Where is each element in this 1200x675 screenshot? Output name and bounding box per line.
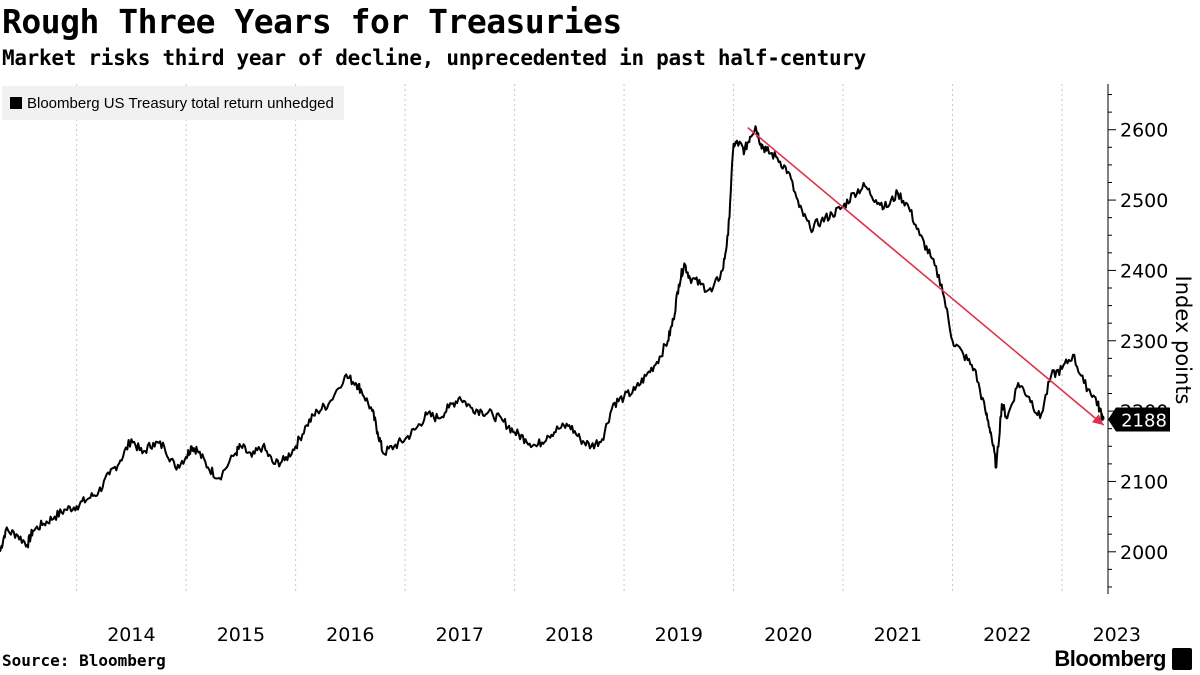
trend-arrowhead <box>1091 414 1104 426</box>
y-tick-label: 2100 <box>1120 471 1168 493</box>
brand-text: Bloomberg <box>1054 646 1166 671</box>
y-tick-label: 2600 <box>1120 120 1168 142</box>
legend: Bloomberg US Treasury total return unhed… <box>2 86 344 120</box>
x-tick-label: 2014 <box>107 624 155 646</box>
x-tick-label: 2016 <box>326 624 374 646</box>
last-value-badge <box>1108 407 1170 432</box>
series-line <box>0 125 1105 553</box>
x-tick-label: 2023 <box>1093 624 1141 646</box>
y-axis: 2000210022002300240025002600 <box>1107 84 1168 594</box>
series-lines <box>0 125 1105 553</box>
chart-subtitle: Market risks third year of decline, unpr… <box>2 46 867 70</box>
x-tick-label: 2017 <box>436 624 484 646</box>
y-tick-label: 2400 <box>1120 260 1168 282</box>
trend-arrow <box>747 127 1105 426</box>
terminal-icon <box>1172 648 1192 670</box>
legend-label: Bloomberg US Treasury total return unhed… <box>27 94 334 112</box>
y-tick-label: 2300 <box>1120 331 1168 353</box>
x-tick-label: 2019 <box>655 624 703 646</box>
x-tick-label: 2020 <box>764 624 812 646</box>
x-tick-label: 2022 <box>983 624 1031 646</box>
grid-lines <box>76 84 1063 594</box>
chart-title: Rough Three Years for Treasuries <box>2 2 622 41</box>
x-tick-label: 2015 <box>217 624 265 646</box>
brand-logo: Bloomberg <box>1054 646 1192 672</box>
last-value-text: 2188 <box>1121 411 1167 432</box>
legend-swatch <box>10 97 22 109</box>
trend-line <box>747 127 1105 426</box>
x-tick-label: 2018 <box>545 624 593 646</box>
x-axis: 2014 2015 2016 2017 2018 2019 2020 2021 2022 2023 <box>107 624 1141 646</box>
y-tick-label: 2000 <box>1120 542 1168 564</box>
y-axis-label: Index points <box>1171 276 1195 405</box>
x-tick-label: 2021 <box>874 624 922 646</box>
last-value-marker: 2188 <box>1108 407 1170 432</box>
y-tick-label: 2500 <box>1120 190 1168 212</box>
source-note: Source: Bloomberg <box>2 651 166 670</box>
